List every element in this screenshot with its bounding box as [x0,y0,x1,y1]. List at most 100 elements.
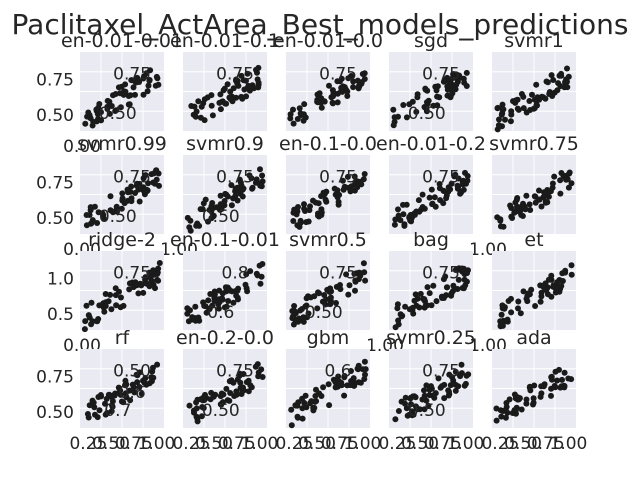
scatter-point [245,82,252,89]
scatter-point [320,384,327,391]
scatter-point [526,201,533,208]
scatter-point [494,105,501,112]
scatter-point [549,180,556,187]
scatter-point [416,208,423,215]
scatter-point [115,384,122,391]
scatter-point [217,91,224,98]
scatter-point [295,204,301,210]
scatter-point [392,416,399,423]
scatter-point [116,288,122,295]
scatter-point [552,289,559,296]
x-tick-label: 1.00 [138,434,176,454]
scatter-point [431,194,438,201]
scatter-point [513,208,519,215]
scatter-point [314,98,321,105]
x-tick-label: 0.75 [115,434,153,454]
scatter-point [522,206,529,213]
inset-tick-label: 0.75 [422,264,460,284]
scatter-point [295,399,302,406]
scatter-point [406,101,413,108]
scatter-point [498,111,505,118]
scatter-point [123,381,130,388]
y-tick-label: 0.75 [36,368,74,388]
scatter-point [199,206,206,213]
scatter-point [441,395,448,402]
scatter-point [220,87,227,94]
subplot-title: en-0.1-0.01 [170,229,280,251]
scatter-point [423,382,430,389]
scatter-point [244,70,251,77]
scatter-point [447,92,454,99]
scatter-point [515,305,521,312]
scatter-point [565,375,572,382]
scatter-point [523,192,530,199]
scatter-point [422,85,429,92]
scatter-point [228,96,234,103]
x-tick-label: 0.50 [92,434,130,454]
subplot-title: en-0.01-0.2 [376,133,486,155]
scatter-point [257,166,263,173]
scatter-point [428,385,435,392]
subplot-title: gbm [307,327,350,349]
scatter-point [104,97,111,104]
scatter-point [515,106,522,113]
x-tick-label: 0.25 [69,434,107,454]
scatter-point [88,299,95,306]
scatter-point [559,270,566,277]
scatter-point [542,95,549,102]
subplot-title: rf [115,327,131,349]
scatter-point [140,91,147,98]
scatter-point [126,387,133,394]
scatter-point [297,307,304,314]
scatter-point [90,399,97,406]
scatter-point [497,322,504,329]
scatter-point [113,107,120,114]
inset-tick-label: 0.75 [422,65,460,85]
scatter-point [97,392,104,398]
y-tick-label: 0.50 [36,106,74,126]
scatter-point [507,202,514,209]
scatter-point [228,377,235,384]
scatter-point [350,84,357,91]
scatter-point [419,191,426,198]
scatter-point [315,210,321,217]
scatter-point [131,389,138,396]
subplot-5: svmr1 [492,30,576,133]
scatter-point [82,318,89,325]
scatter-point [128,195,135,202]
scatter-point [85,109,92,116]
scatter-point [112,91,119,97]
scatter-point [520,105,527,112]
scatter-point [495,122,502,129]
scatter-point [443,284,450,291]
scatter-point [120,302,127,309]
x-tick-label: 0.75 [424,434,462,454]
scatter-point [287,111,294,118]
scatter-point [404,412,411,419]
scatter-point [240,77,247,84]
scatter-point [156,182,162,189]
scatter-point [458,361,465,368]
scatter-point [134,372,141,379]
scatter-point [255,84,262,91]
scatter-point [544,192,551,199]
scatter-point [119,190,126,197]
inset-tick-label: 0.8 [222,264,249,284]
inset-tick-label: 0.75 [319,168,357,188]
scatter-point [517,310,524,317]
scatter-point [520,93,527,100]
scatter-point [433,298,440,305]
scatter-point [148,374,155,381]
scatter-point [499,101,506,108]
scatter-point [352,278,359,285]
scatter-point [512,99,519,106]
scatter-point [290,120,297,127]
subplot-title: en-0.1-0.0 [279,133,377,155]
scatter-point [464,177,471,184]
scatter-point [325,381,332,388]
scatter-point [193,405,200,412]
scatter-point [301,205,308,212]
scatter-point [81,326,88,333]
